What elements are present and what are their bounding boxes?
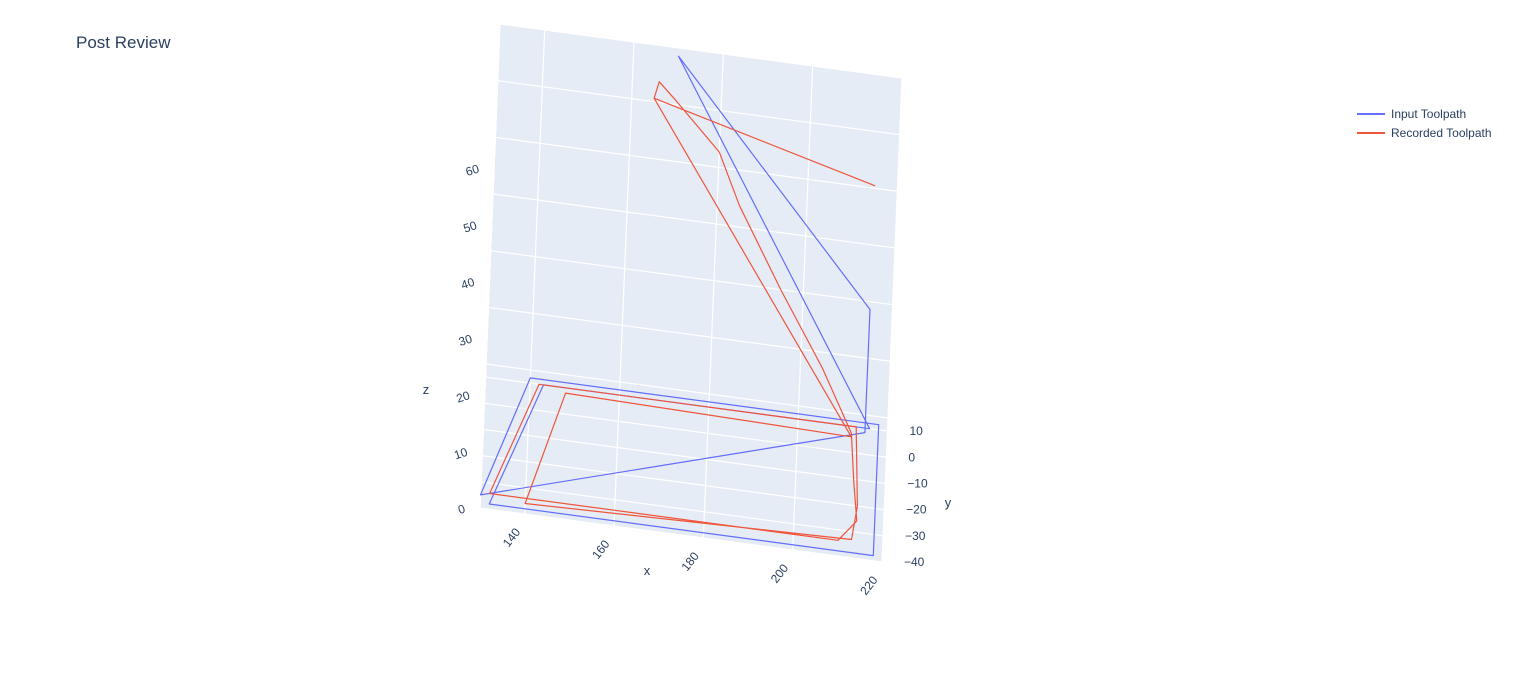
y-tick-label: −40 (904, 555, 925, 569)
x-tick-label: 160 (589, 537, 613, 562)
grid-line-x (792, 405, 800, 551)
grid-line-z (488, 306, 891, 362)
x-tick-label: 200 (768, 561, 792, 586)
grid-line-y (484, 402, 887, 458)
grid-line-z (493, 23, 501, 169)
z-tick-label: 60 (464, 161, 481, 179)
grid-line-z (490, 250, 893, 306)
floor-pane (480, 364, 888, 562)
scene-axis-titles: x y z (423, 382, 952, 578)
scene-background (480, 24, 902, 562)
x-tick-label: 180 (678, 549, 702, 574)
z-tick-label: 40 (459, 275, 476, 293)
y-tick-label: 0 (908, 450, 915, 464)
grid-line-x (613, 381, 621, 527)
grid-line-z (497, 80, 900, 136)
grid-line-z (499, 23, 903, 79)
z-tick-label: 20 (455, 388, 472, 406)
x-tick-label: 220 (857, 573, 881, 598)
x-tick-label: 140 (500, 525, 524, 550)
grid-line-z (495, 136, 898, 192)
grid-line-y (483, 428, 886, 485)
y-tick-label: 10 (909, 424, 923, 438)
y-tick-label: −20 (906, 503, 927, 517)
z-tick-label: 30 (457, 331, 474, 349)
y-tick-label: −30 (905, 529, 926, 543)
z-axis-title: z (423, 382, 430, 397)
grid-line-x (881, 417, 889, 563)
legend-item[interactable]: Recorded Toolpath (1357, 126, 1492, 140)
series-line-recorded-toolpath[interactable] (489, 81, 876, 541)
grid-line-y (479, 507, 883, 563)
legend-item[interactable]: Input Toolpath (1357, 107, 1466, 121)
y-tick-label: −10 (907, 476, 928, 490)
scene-traces[interactable] (479, 55, 880, 557)
grid-line-y (482, 455, 885, 511)
grid-line-x (524, 369, 532, 515)
chart-title: Post Review (76, 33, 171, 52)
grid-line-x (702, 393, 710, 539)
z-tick-label: 50 (462, 218, 479, 236)
scene-grid (479, 23, 903, 563)
z-tick-label: 0 (456, 501, 467, 516)
grid-line-z (485, 363, 889, 419)
x-axis-title: x (644, 563, 651, 578)
z-tick-label: 10 (452, 445, 469, 463)
legend[interactable]: Input Toolpath Recorded Toolpath (1357, 107, 1492, 140)
legend-label: Input Toolpath (1391, 107, 1466, 121)
y-axis-title: y (945, 495, 952, 510)
legend-label: Recorded Toolpath (1391, 126, 1492, 140)
grid-line-y (481, 481, 884, 537)
grid-line-z (492, 193, 896, 249)
